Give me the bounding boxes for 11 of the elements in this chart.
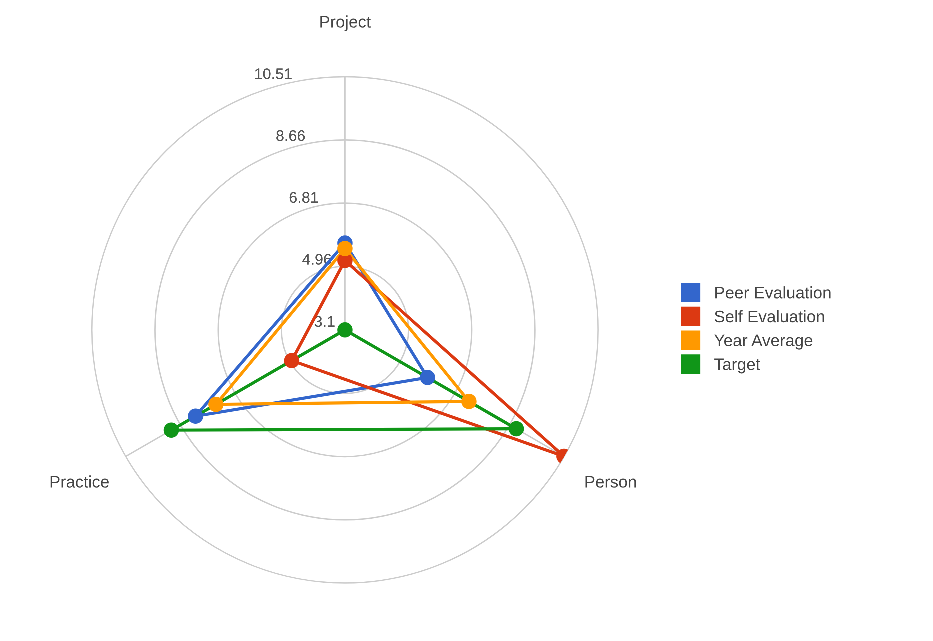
y-tick-label: 3.1 bbox=[314, 316, 335, 328]
y-tick-label: 8.66 bbox=[276, 130, 306, 142]
legend-label: Year Average bbox=[714, 334, 813, 350]
spoke-label: Practice bbox=[50, 476, 109, 488]
legend-label: Peer Evaluation bbox=[716, 286, 831, 299]
y-tick-label: 6.81 bbox=[290, 192, 318, 204]
legend-label: Target bbox=[714, 358, 760, 374]
spoke-label: Person bbox=[586, 476, 636, 488]
legend-label: Self Evaluation bbox=[714, 310, 824, 323]
y-tick-label: 10.51 bbox=[256, 68, 292, 80]
spoke-label: Project bbox=[320, 16, 372, 32]
